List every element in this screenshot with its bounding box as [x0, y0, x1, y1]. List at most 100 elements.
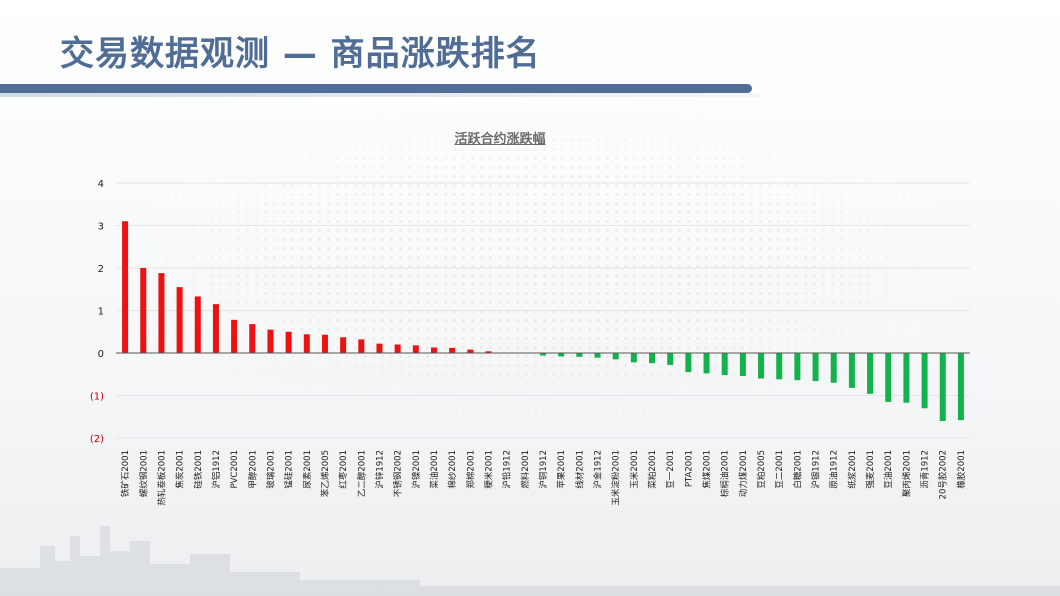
bar	[758, 353, 765, 379]
x-tick-label: 不锈钢2002	[393, 450, 404, 497]
bar	[267, 329, 274, 353]
chart-title: 活跃合约涨跌幅	[454, 132, 546, 147]
bar	[594, 353, 601, 358]
x-tick-label: 豆一2001	[666, 450, 676, 489]
bar	[358, 339, 365, 353]
y-tick-label: 4	[98, 179, 104, 190]
x-tick-label: 20号胶2002	[938, 450, 949, 499]
bar	[412, 345, 419, 353]
x-tick-label: 螺纹钢2001	[138, 450, 149, 497]
x-tick-label: 沪镍2001	[411, 450, 422, 489]
bar	[957, 353, 964, 421]
bar	[812, 353, 819, 382]
bar	[394, 344, 401, 353]
y-tick-label: (2)	[90, 434, 104, 445]
x-tick-label: 乙二醇2001	[356, 450, 367, 497]
bar	[194, 296, 201, 353]
bar	[685, 353, 692, 373]
bar	[885, 353, 892, 402]
y-tick-label: 0	[98, 349, 104, 360]
bar	[721, 353, 728, 376]
x-tick-label: 沪铜1912	[538, 450, 549, 489]
bar	[830, 353, 837, 383]
x-tick-label: 动力煤2001	[738, 450, 749, 497]
bar	[667, 353, 674, 365]
x-tick-label: 苯乙烯2005	[320, 450, 331, 497]
bar	[903, 353, 910, 403]
bar	[449, 347, 456, 353]
x-tick-label: 沪金1912	[593, 450, 604, 489]
x-tick-label: 沪锌1912	[374, 450, 385, 489]
bar	[122, 221, 129, 353]
bar	[249, 324, 256, 353]
x-tick-label: 强麦2001	[865, 450, 876, 489]
y-tick-label: 3	[98, 222, 104, 233]
x-tick-label: 白糖2001	[792, 450, 803, 489]
y-tick-label: (1)	[90, 392, 104, 403]
x-tick-label: 豆油2001	[883, 450, 894, 489]
bar	[939, 353, 946, 421]
bar	[921, 353, 928, 409]
y-tick-label: 1	[98, 307, 104, 318]
world-map-background	[90, 100, 990, 430]
bar	[212, 304, 219, 353]
x-tick-label: 沪铅1912	[502, 450, 513, 489]
x-tick-label: 焦炭2001	[175, 450, 186, 489]
x-tick-label: 豆粕2005	[756, 450, 767, 489]
x-tick-label: 焦煤2001	[702, 450, 713, 489]
bar	[376, 343, 383, 353]
x-tick-label: 玉米淀粉2001	[611, 450, 622, 506]
bar	[867, 353, 874, 394]
title-underline-shadow	[0, 93, 760, 97]
bar	[703, 353, 710, 374]
bar	[739, 353, 746, 376]
bar	[794, 353, 801, 381]
bar	[176, 287, 183, 353]
bar	[285, 331, 292, 353]
bar	[340, 337, 347, 353]
x-tick-label: 燃料2001	[520, 450, 531, 489]
x-tick-label: 热轧卷板2001	[156, 450, 167, 506]
bar	[158, 273, 165, 353]
x-tick-label: 沥青1912	[920, 450, 931, 489]
x-tick-label: 原油1912	[829, 450, 840, 489]
x-tick-label: 线材2001	[574, 450, 585, 489]
page-title: 交易数据观测 — 商品涨跌排名	[60, 34, 541, 74]
x-tick-label: 郑棉2001	[465, 450, 476, 489]
title-underline-bar	[0, 84, 752, 93]
bar	[649, 353, 656, 364]
x-tick-label: 棉纱2001	[447, 450, 458, 489]
bar	[485, 351, 492, 353]
y-tick-label: 2	[98, 264, 104, 275]
x-tick-label: 沪银1912	[811, 450, 822, 489]
bar	[321, 334, 328, 353]
x-tick-label: 玉米2001	[629, 450, 640, 489]
bar	[303, 334, 310, 353]
x-tick-label: 橡胶2001	[956, 450, 967, 489]
bar	[231, 319, 238, 353]
x-tick-label: 菜油2001	[429, 450, 440, 489]
bar	[612, 353, 619, 360]
x-tick-label: 硅铁2001	[193, 450, 204, 489]
x-tick-label: 粳米2001	[483, 450, 494, 489]
x-tick-label: 玻璃2001	[265, 450, 276, 489]
x-tick-label: 豆二2001	[775, 450, 785, 489]
city-skyline-background	[0, 526, 1060, 596]
bar	[430, 347, 437, 353]
x-tick-label: 沪铝1912	[211, 450, 222, 489]
bar	[467, 349, 474, 353]
bar	[576, 353, 583, 357]
x-tick-label: 纸浆2001	[847, 450, 858, 489]
x-tick-label: PTA2001	[684, 450, 694, 487]
x-tick-label: 聚丙烯2001	[901, 450, 912, 497]
bar	[848, 353, 855, 388]
x-tick-label: 棕榈油2001	[720, 450, 731, 497]
bar	[540, 353, 546, 356]
bar	[630, 353, 637, 363]
x-tick-label: 锰硅2001	[284, 450, 295, 489]
bar	[776, 353, 783, 380]
bar	[558, 353, 565, 357]
x-tick-label: 尿素2001	[302, 450, 313, 489]
x-tick-label: 红枣2001	[338, 450, 349, 489]
